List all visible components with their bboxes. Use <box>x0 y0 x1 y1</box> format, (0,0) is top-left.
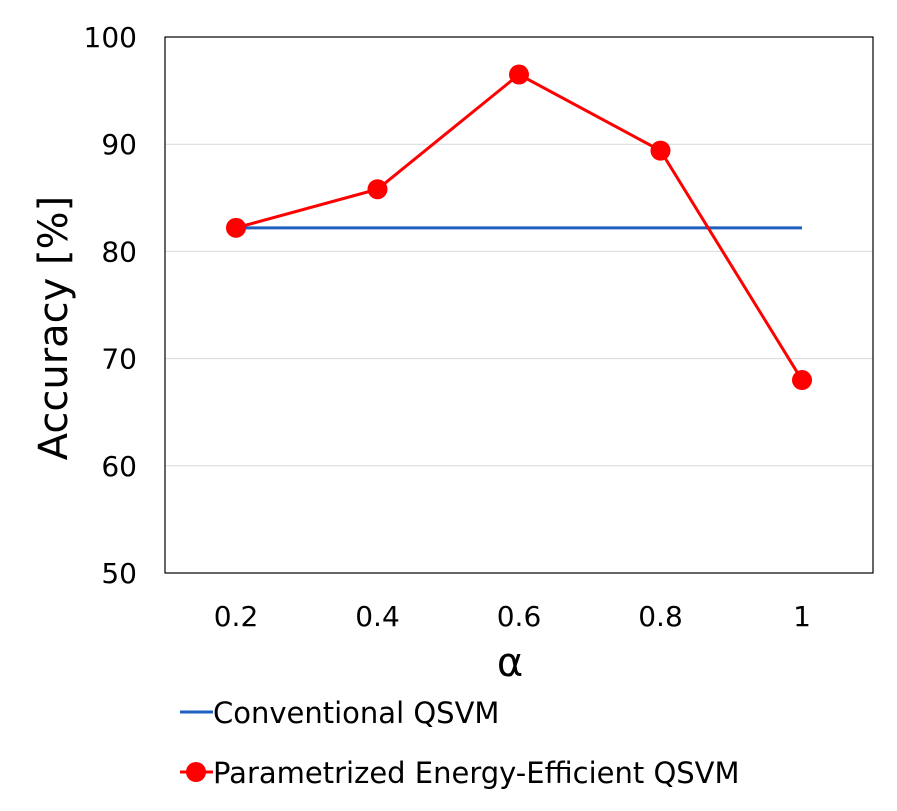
x-tick-label: 0.2 <box>214 600 259 633</box>
x-tick-label: 0.6 <box>497 600 542 633</box>
y-tick-label: 70 <box>101 343 137 376</box>
x-axis-ticks: 0.2 0.4 0.6 0.8 1 <box>214 600 811 633</box>
y-tick-label: 80 <box>101 235 137 268</box>
series-layer <box>226 64 812 391</box>
legend-label: Parametrized Energy-Efficient QSVM <box>213 756 740 790</box>
x-axis-label: α <box>497 640 523 686</box>
x-tick-label: 0.4 <box>355 600 400 633</box>
data-point <box>226 217 246 238</box>
x-tick-label: 0.8 <box>638 600 683 633</box>
y-axis-ticks: 50 60 70 80 90 100 <box>84 21 137 590</box>
x-tick-label: 1 <box>793 600 811 633</box>
data-point <box>792 370 812 391</box>
legend-label: Conventional QSVM <box>213 696 499 730</box>
y-tick-label: 50 <box>101 557 137 590</box>
data-point <box>367 179 388 200</box>
legend-swatch-marker <box>186 762 206 782</box>
y-tick-label: 60 <box>101 450 137 483</box>
y-tick-label: 90 <box>101 128 137 161</box>
y-tick-label: 100 <box>84 21 137 54</box>
data-point <box>650 140 671 161</box>
y-axis-label: Accuracy [%] <box>31 196 77 461</box>
plot-area <box>164 36 874 574</box>
legend: Conventional QSVM Parametrized Energy-Eff… <box>180 696 740 790</box>
gridlines <box>165 143 873 467</box>
data-point <box>509 64 529 85</box>
